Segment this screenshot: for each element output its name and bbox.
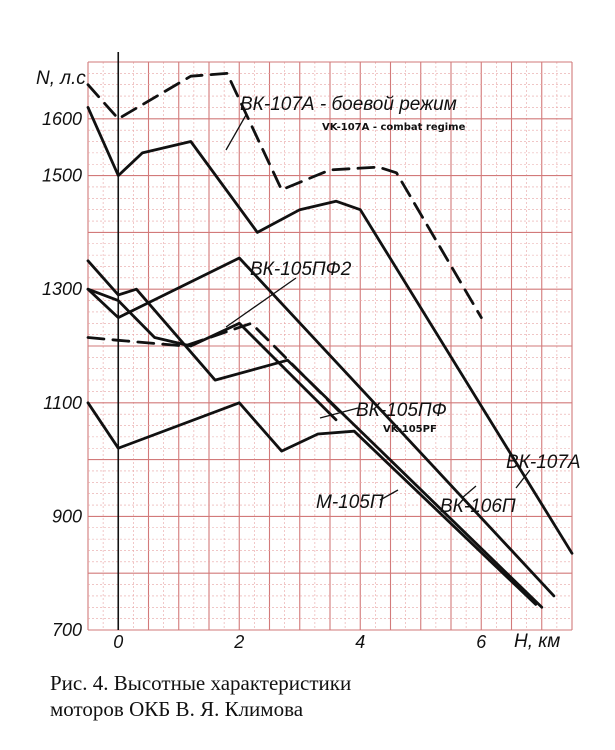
label-vk105pf-en: VK-105PF [383, 424, 437, 435]
figure-caption: Рис. 4. Высотные характеристики моторов … [50, 670, 590, 722]
y-tick-label: 700 [52, 620, 82, 640]
y-tick-labels: 1600 1500 1300 1100 900 700 [42, 109, 82, 640]
x-tick-label: 6 [476, 632, 487, 652]
label-vk105pf2: ВК-105ПФ2 [250, 259, 352, 280]
label-vk105pf: ВК-105ПФ [356, 400, 447, 421]
x-tick-labels: 0 2 4 6 [113, 632, 487, 652]
leader-m105p [379, 489, 399, 501]
y-tick-label: 1600 [42, 109, 82, 129]
series-вк-107а [86, 106, 574, 555]
caption-line-2: моторов ОКБ В. Я. Климова [50, 697, 304, 721]
series-м-105п [86, 401, 538, 606]
y-axis-label: N, л.с [36, 68, 86, 89]
y-tick-label: 1300 [42, 279, 82, 299]
y-tick-label: 1500 [42, 166, 82, 186]
y-tick-label: 1100 [43, 393, 82, 413]
series-вк-107а-боевой-режим [86, 72, 483, 319]
series-вк-105пф2-боевой-режим [86, 321, 344, 416]
altitude-chart: 1600 1500 1300 1100 900 700 0 2 4 6 N, л.с H, км… [36, 52, 581, 652]
label-vk107a-combat: ВК-107А - боевой режим [240, 94, 457, 115]
x-axis-label: H, км [514, 631, 560, 652]
label-vk107a-combat-en: VK-107A - combat regime [322, 122, 466, 133]
leader-vk105pf2 [225, 277, 297, 328]
x-tick-label: 0 [113, 632, 123, 652]
y-tick-label: 900 [52, 506, 82, 526]
label-leaders [225, 114, 531, 501]
x-tick-label: 2 [233, 632, 244, 652]
series-group [86, 72, 574, 609]
leader-vk107a-combat [225, 114, 247, 151]
leader-vk107a [515, 469, 531, 489]
x-tick-label: 4 [355, 632, 365, 652]
series-вк-105пф2 [86, 256, 556, 598]
leader-vk106p [461, 485, 477, 499]
label-vk106p: ВК-106П [440, 496, 516, 517]
leader-vk105pf [319, 407, 359, 419]
caption-line-1: Рис. 4. Высотные характеристики [50, 671, 352, 695]
label-m105p: М-105П [316, 492, 384, 513]
chart-grid [87, 61, 573, 631]
series-вк-106п [86, 287, 338, 422]
label-vk107a: ВК-107А [506, 452, 581, 473]
series-вк-105пф [86, 259, 544, 609]
